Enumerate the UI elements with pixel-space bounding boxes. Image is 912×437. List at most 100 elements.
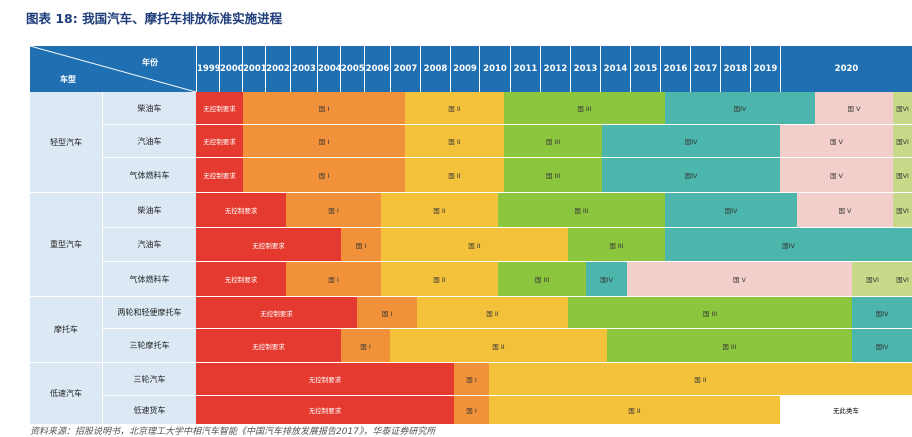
subtype-label: 柴油车 bbox=[102, 92, 196, 125]
standard-segment: 无控制要求 bbox=[196, 396, 454, 425]
year-2014: 2014 bbox=[600, 46, 630, 92]
standard-segment: 无控制要求 bbox=[196, 193, 286, 228]
standard-segment: 国 II bbox=[489, 396, 780, 425]
header-diagonal bbox=[30, 46, 196, 92]
year-2010: 2010 bbox=[479, 46, 510, 92]
standard-segment: 国 III bbox=[504, 125, 602, 158]
year-2000: 2000 bbox=[219, 46, 244, 92]
standard-segment: 国 III bbox=[568, 228, 665, 262]
standard-segment: 国 I bbox=[341, 329, 390, 363]
standard-segment: 无控制要求 bbox=[196, 262, 286, 297]
standard-segment: 无控制要求 bbox=[196, 329, 341, 363]
subtype-label: 两轮和轻便摩托车 bbox=[102, 297, 196, 329]
standard-segment: 国 V bbox=[627, 262, 852, 297]
year-2008: 2008 bbox=[420, 46, 450, 92]
standard-segment: 国 I bbox=[454, 396, 489, 425]
standard-segment: 国 I bbox=[243, 92, 405, 125]
standard-segment: 国 I bbox=[357, 297, 417, 329]
subtype-label: 气体燃料车 bbox=[102, 158, 196, 193]
standard-segment: 国VI bbox=[893, 193, 912, 228]
standard-segment: 国VI bbox=[893, 92, 912, 125]
standard-segment: 国IV bbox=[852, 329, 912, 363]
table-header bbox=[30, 46, 912, 92]
category-label: 摩托车 bbox=[30, 297, 102, 363]
standard-segment: 国 II bbox=[405, 125, 504, 158]
subtype-label: 气体燃料车 bbox=[102, 262, 196, 297]
year-2002: 2002 bbox=[265, 46, 290, 92]
standard-segment: 国IV bbox=[602, 158, 780, 193]
standard-segment: 国 I bbox=[454, 363, 489, 396]
standard-segment: 无控制要求 bbox=[196, 228, 341, 262]
standard-segment: 国VI bbox=[893, 262, 912, 297]
standard-segment: 国 V bbox=[797, 193, 893, 228]
standard-segment: 国VI bbox=[893, 158, 912, 193]
category-label: 轻型汽车 bbox=[30, 92, 102, 193]
subtype-label: 低速货车 bbox=[102, 396, 196, 425]
standard-segment: 国 V bbox=[815, 92, 893, 125]
standard-segment: 国 III bbox=[568, 297, 852, 329]
year-2016: 2016 bbox=[660, 46, 690, 92]
year-1999: 1999 bbox=[196, 46, 221, 92]
corner-year-label: 年份 bbox=[142, 58, 158, 67]
standard-segment: 国 III bbox=[607, 329, 852, 363]
year-2013: 2013 bbox=[570, 46, 600, 92]
corner-type-label: 车型 bbox=[60, 75, 76, 84]
year-2006: 2006 bbox=[364, 46, 390, 92]
standard-segment: 国IV bbox=[602, 125, 780, 158]
standard-segment: 国VI bbox=[852, 262, 893, 297]
standard-segment: 国 I bbox=[286, 193, 381, 228]
year-2003: 2003 bbox=[290, 46, 317, 92]
standard-segment: 国 II bbox=[417, 297, 568, 329]
year-2009: 2009 bbox=[450, 46, 479, 92]
standard-segment: 国IV bbox=[852, 297, 912, 329]
standard-segment: 国 I bbox=[243, 158, 405, 193]
standard-segment: 国 II bbox=[405, 158, 504, 193]
standard-segment: 国 II bbox=[390, 329, 607, 363]
standard-segment: 国 II bbox=[489, 363, 912, 396]
standard-segment: 无控制要求 bbox=[196, 158, 243, 193]
standard-segment: 国 II bbox=[405, 92, 504, 125]
year-2007: 2007 bbox=[390, 46, 420, 92]
subtype-label: 柴油车 bbox=[102, 193, 196, 228]
standard-segment: 国 I bbox=[341, 228, 381, 262]
standard-segment: 无控制要求 bbox=[196, 92, 243, 125]
standard-segment: 国IV bbox=[665, 228, 912, 262]
standard-segment: 国 V bbox=[780, 158, 893, 193]
year-2004: 2004 bbox=[317, 46, 342, 92]
standard-segment: 国 III bbox=[498, 193, 665, 228]
standard-segment: 国 II bbox=[381, 262, 498, 297]
standard-segment: 国 III bbox=[498, 262, 586, 297]
subtype-label: 汽油车 bbox=[102, 228, 196, 262]
standard-segment: 无此类车 bbox=[780, 396, 912, 425]
year-2017: 2017 bbox=[690, 46, 720, 92]
year-2005: 2005 bbox=[340, 46, 365, 92]
standard-segment: 国 II bbox=[381, 193, 498, 228]
subtype-label: 三轮汽车 bbox=[102, 363, 196, 396]
year-2019: 2019 bbox=[750, 46, 780, 92]
subtype-label: 汽油车 bbox=[102, 125, 196, 158]
standard-segment: 国 II bbox=[381, 228, 568, 262]
standard-segment: 国 V bbox=[780, 125, 893, 158]
year-2001: 2001 bbox=[242, 46, 267, 92]
year-2020: 2020 bbox=[780, 46, 912, 92]
standard-segment: 国IV bbox=[586, 262, 627, 297]
standard-segment: 国 III bbox=[504, 158, 602, 193]
figure-title: 图表 18: 我国汽车、摩托车排放标准实施进程 bbox=[26, 11, 283, 26]
year-2018: 2018 bbox=[720, 46, 750, 92]
source-note: 资料来源：招股说明书，北京理工大学中相汽车智能《中国汽车排放发展报告2017》，… bbox=[30, 427, 436, 437]
standard-segment: 国IV bbox=[665, 193, 797, 228]
standard-segment: 国IV bbox=[665, 92, 815, 125]
standard-segment: 国 I bbox=[243, 125, 405, 158]
standard-segment: 国VI bbox=[893, 125, 912, 158]
standard-segment: 无控制要求 bbox=[196, 125, 243, 158]
standard-segment: 国 I bbox=[286, 262, 381, 297]
standard-segment: 国 III bbox=[504, 92, 665, 125]
subtype-label: 三轮摩托车 bbox=[102, 329, 196, 363]
category-label: 重型汽车 bbox=[30, 193, 102, 297]
year-2015: 2015 bbox=[630, 46, 660, 92]
year-2011: 2011 bbox=[510, 46, 540, 92]
standard-segment: 无控制要求 bbox=[196, 363, 454, 396]
category-label: 低速汽车 bbox=[30, 363, 102, 425]
year-2012: 2012 bbox=[540, 46, 570, 92]
standard-segment: 无控制要求 bbox=[196, 297, 357, 329]
